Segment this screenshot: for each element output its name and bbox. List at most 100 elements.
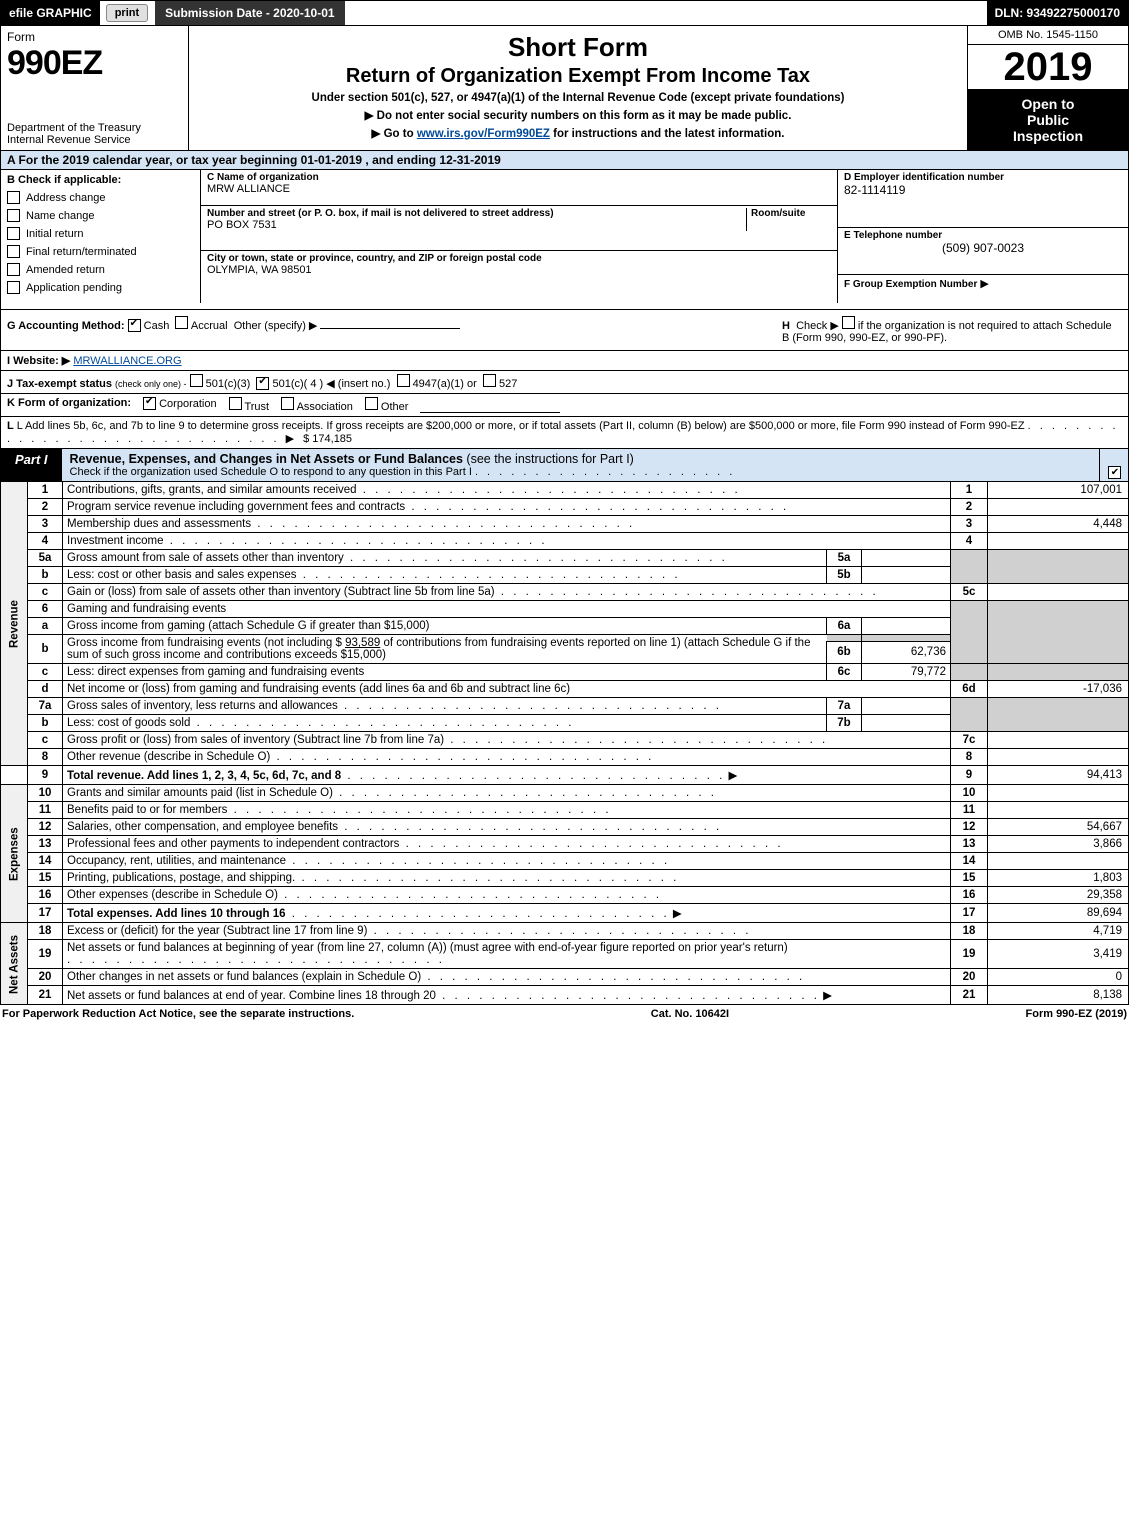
ln6-shade (951, 601, 988, 664)
ln16-rn: 16 (951, 887, 988, 904)
footer: For Paperwork Reduction Act Notice, see … (0, 1005, 1129, 1023)
ln8-num: 8 (28, 749, 63, 766)
chk-other-org[interactable] (365, 397, 378, 410)
website-link[interactable]: MRWALLIANCE.ORG (73, 355, 181, 367)
ln6a-num: a (28, 618, 63, 635)
row-l: L L Add lines 5b, 6c, and 7b to line 9 t… (1, 416, 1128, 448)
footer-left: For Paperwork Reduction Act Notice, see … (2, 1008, 354, 1020)
ln6b-val: 93,589 (345, 637, 380, 649)
irs-link[interactable]: www.irs.gov/Form990EZ (417, 128, 550, 140)
revenue-vlabel: Revenue (1, 482, 28, 766)
open-line1: Open to (972, 96, 1124, 112)
ln17-num: 17 (28, 904, 63, 923)
ln5b-num: b (28, 567, 63, 584)
open-line3: Inspection (972, 128, 1124, 144)
topbar-spacer (345, 1, 987, 25)
ln1-rn: 1 (951, 482, 988, 499)
tax-exempt-sub: (check only one) - (115, 379, 187, 389)
chk-app-pending[interactable] (7, 281, 20, 294)
ln7c-amt (988, 732, 1129, 749)
lbl-other-method: Other (specify) ▶ (234, 320, 318, 332)
city-label: City or town, state or province, country… (207, 253, 831, 264)
h-label: H (782, 320, 790, 332)
ln20-rn: 20 (951, 969, 988, 986)
ln6a-desc: Gross income from gaming (attach Schedul… (63, 618, 827, 635)
ln7c-desc: Gross profit or (loss) from sales of inv… (63, 732, 951, 749)
room-label: Room/suite (751, 208, 831, 219)
chk-4947[interactable] (397, 374, 410, 387)
ln2-desc: Program service revenue including govern… (63, 499, 951, 516)
ln18-num: 18 (28, 923, 63, 940)
header-center: Short Form Return of Organization Exempt… (189, 26, 967, 150)
form-title: Return of Organization Exempt From Incom… (197, 65, 959, 88)
goto-note: ▶ Go to www.irs.gov/Form990EZ for instru… (197, 126, 959, 140)
other-org-input[interactable] (420, 397, 560, 413)
chk-schedule-o[interactable] (1108, 466, 1121, 479)
box-d: D Employer identification number 82-1114… (838, 169, 1128, 227)
print-button[interactable]: print (106, 4, 148, 22)
row-g-h: G Accounting Method: Cash Accrual Other … (1, 309, 1128, 350)
row-k: K Form of organization: Corporation Trus… (1, 393, 1128, 416)
box-b: B Check if applicable: Address change Na… (1, 169, 201, 303)
ln18-rn: 18 (951, 923, 988, 940)
row-i: I Website: ▶ MRWALLIANCE.ORG (1, 350, 1128, 370)
chk-initial-return[interactable] (7, 227, 20, 240)
lbl-name-change: Name change (26, 210, 95, 222)
ln21-amt: 8,138 (988, 986, 1129, 1005)
expenses-vlabel: Expenses (1, 785, 28, 923)
revenue-spacer (1, 766, 28, 785)
boxa-end: 12-31-2019 (439, 153, 500, 167)
lbl-initial-return: Initial return (26, 228, 83, 240)
chk-final-return[interactable] (7, 245, 20, 258)
chk-corporation[interactable] (143, 397, 156, 410)
lbl-final-return: Final return/terminated (26, 246, 137, 258)
ln5b-desc: Less: cost or other basis and sales expe… (63, 567, 827, 584)
chk-schedule-b[interactable] (842, 316, 855, 329)
ein-label: D Employer identification number (844, 172, 1122, 183)
lbl-501c: 501(c)( 4 ) ◀ (insert no.) (272, 378, 390, 390)
ln20-desc: Other changes in net assets or fund bala… (63, 969, 951, 986)
other-method-input[interactable] (320, 328, 460, 329)
ln8-desc: Other revenue (describe in Schedule O) (63, 749, 951, 766)
chk-name-change[interactable] (7, 209, 20, 222)
box-c-city: City or town, state or province, country… (201, 250, 838, 303)
ln6-amt-shade (988, 601, 1129, 664)
group-exemption-arrow: ▶ (980, 278, 988, 290)
ln11-desc: Benefits paid to or for members (63, 802, 951, 819)
chk-accrual[interactable] (175, 316, 188, 329)
ln2-rn: 2 (951, 499, 988, 516)
tax-year: 2019 (968, 45, 1128, 90)
ln21-rn: 21 (951, 986, 988, 1005)
chk-527[interactable] (483, 374, 496, 387)
ln10-amt (988, 785, 1129, 802)
ln13-amt: 3,866 (988, 836, 1129, 853)
chk-address-change[interactable] (7, 191, 20, 204)
ln17-amt: 89,694 (988, 904, 1129, 923)
chk-association[interactable] (281, 397, 294, 410)
ln18-desc: Excess or (deficit) for the year (Subtra… (63, 923, 951, 940)
lbl-accrual: Accrual (191, 320, 228, 332)
ln7a-num: 7a (28, 698, 63, 715)
chk-trust[interactable] (229, 397, 242, 410)
ln5b-sv (862, 567, 951, 584)
ln19-desc: Net assets or fund balances at beginning… (63, 940, 951, 969)
chk-amended[interactable] (7, 263, 20, 276)
irs-label: Internal Revenue Service (7, 134, 131, 146)
header-left: Form 990EZ Department of the Treasury In… (1, 26, 189, 150)
chk-501c3[interactable] (190, 374, 203, 387)
tax-exempt-label: J Tax-exempt status (7, 378, 112, 390)
ln14-num: 14 (28, 853, 63, 870)
chk-501c[interactable] (256, 377, 269, 390)
no-ssn-note: ▶ Do not enter social security numbers o… (197, 108, 959, 122)
ln19-rn: 19 (951, 940, 988, 969)
ln5a-num: 5a (28, 550, 63, 567)
open-public-box: Open to Public Inspection (968, 90, 1128, 150)
ln6b-pre: Gross income from fundraising events (no… (67, 637, 345, 649)
chk-cash[interactable] (128, 319, 141, 332)
ln15-desc: Printing, publications, postage, and shi… (63, 870, 951, 887)
ln16-desc: Other expenses (describe in Schedule O) (63, 887, 951, 904)
ln6c-shade (951, 664, 988, 681)
website-label: I Website: ▶ (7, 355, 70, 367)
ln12-rn: 12 (951, 819, 988, 836)
netassets-vlabel: Net Assets (1, 923, 28, 1005)
